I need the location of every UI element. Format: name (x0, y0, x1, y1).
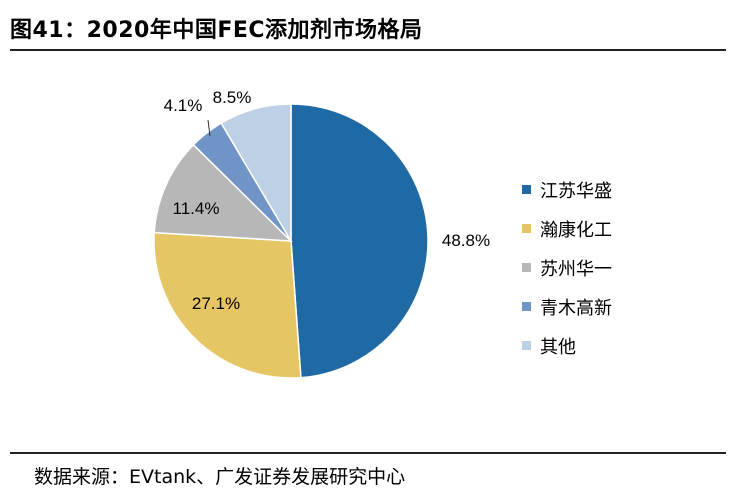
legend-label: 苏州华一 (540, 258, 612, 280)
data-label-2: 27.1% (192, 294, 240, 313)
legend-item-4: 青木高新 (522, 292, 612, 321)
pie-slice-5 (220, 103, 292, 244)
top-rule (10, 49, 726, 51)
legend-item-5: 其他 (522, 331, 612, 360)
legend-item-1: 江苏华盛 (522, 175, 612, 204)
data-label-3: 11.4% (173, 199, 220, 218)
data-label-1: 48.8% (442, 231, 490, 250)
legend-swatch (522, 302, 531, 311)
legend-item-2: 瀚康化工 (522, 214, 612, 243)
data-label-4: 4.1% (164, 96, 203, 115)
pie-slice-3 (153, 143, 293, 242)
legend-label: 瀚康化工 (540, 219, 612, 241)
legend-item-3: 苏州华一 (522, 253, 612, 282)
source-note: 数据来源：EVtank、广发证券发展研究中心 (34, 466, 406, 488)
leader-line-4 (207, 119, 211, 137)
legend-swatch (522, 341, 531, 350)
chart-title: 图41：2020年中国FEC添加剂市场格局 (10, 18, 423, 43)
pie-slice-2 (153, 231, 302, 379)
legend-label: 江苏华盛 (540, 180, 612, 202)
legend-label: 青木高新 (540, 297, 612, 319)
chart-legend: 江苏华盛瀚康化工苏州华一青木高新其他 (522, 175, 612, 370)
legend-swatch (522, 263, 531, 272)
legend-swatch (522, 185, 531, 194)
data-label-5: 8.5% (213, 88, 252, 107)
legend-swatch (522, 224, 531, 233)
legend-label: 其他 (540, 336, 576, 358)
pie-slice-1 (290, 103, 429, 379)
bottom-rule (10, 452, 726, 454)
